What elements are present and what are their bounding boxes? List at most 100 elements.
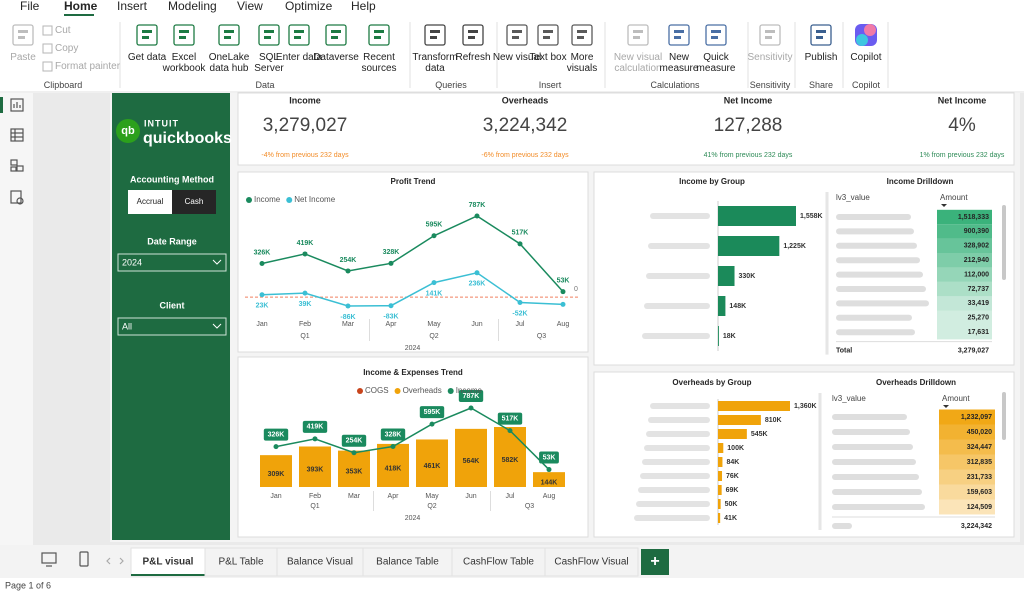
menu-tab[interactable]: Help xyxy=(351,0,376,13)
data-label: 595K xyxy=(424,409,441,416)
data-label: 254K xyxy=(340,257,357,264)
data-point xyxy=(517,299,523,305)
data-point xyxy=(345,303,351,309)
menu-tab[interactable]: File xyxy=(20,0,40,13)
data-point xyxy=(351,450,357,456)
ribbon-button[interactable]: Recent sources xyxy=(361,52,397,74)
ribbon-icon xyxy=(136,24,158,46)
bar xyxy=(718,499,721,509)
ribbon-button[interactable]: More visuals xyxy=(566,52,598,74)
ribbon-button[interactable]: New visual xyxy=(492,52,542,63)
ribbon-button[interactable]: Format painter xyxy=(55,61,121,72)
data-point xyxy=(431,280,437,286)
ribbon-button[interactable]: Refresh xyxy=(455,52,491,63)
ribbon-button[interactable]: Excel workbook xyxy=(162,52,206,74)
data-label: 69K xyxy=(726,487,739,494)
menu-tab[interactable]: Optimize xyxy=(285,0,333,13)
ribbon-button[interactable]: Cut xyxy=(55,25,71,36)
card-delta: 41% from previous 232 days xyxy=(704,152,793,159)
page-tab[interactable] xyxy=(544,547,639,577)
ribbon-group-label: Clipboard xyxy=(43,80,83,90)
ribbon-icon xyxy=(668,24,690,46)
ribbon-icon xyxy=(42,25,53,36)
ribbon-button[interactable]: SQL Server xyxy=(254,52,284,74)
blurred-label xyxy=(836,242,917,249)
bar xyxy=(718,471,723,481)
menu-tab[interactable]: View xyxy=(237,0,263,13)
menu-tab[interactable]: Home xyxy=(64,0,98,13)
page-tab-label: P&L visual xyxy=(143,557,194,568)
ribbon-icon xyxy=(42,61,53,72)
table-cell: 1,518,333 xyxy=(958,214,989,221)
ribbon-button[interactable]: Copy xyxy=(55,43,79,54)
panel xyxy=(237,356,589,538)
ribbon-icon xyxy=(711,36,718,39)
logo-badge-text: qb xyxy=(121,125,135,137)
page-tab[interactable] xyxy=(276,547,364,577)
data-label: 326K xyxy=(254,249,271,256)
slicer-dropdown[interactable] xyxy=(117,253,227,272)
blurred-label xyxy=(832,474,919,480)
table-cell-bg xyxy=(937,310,992,325)
bar xyxy=(718,296,726,316)
data-label: 393K xyxy=(307,467,324,474)
page-tab[interactable] xyxy=(204,547,278,577)
data-label: 328K xyxy=(385,431,402,438)
card-title: Net Income xyxy=(724,95,773,105)
ribbon-button[interactable]: Quick measure xyxy=(696,52,736,74)
slicer-option-label: Cash xyxy=(185,197,204,206)
ribbon-button[interactable]: New visual calculation xyxy=(613,52,663,74)
data-label: 419K xyxy=(307,424,324,431)
data-label: 330K xyxy=(739,273,756,280)
page-tab-label: P&L Table xyxy=(218,557,263,568)
bar xyxy=(494,427,526,487)
ribbon-button[interactable]: New measure xyxy=(659,52,699,74)
data-point xyxy=(390,443,396,449)
chart-title: Income & Expenses Trend xyxy=(363,368,463,377)
blurred-label xyxy=(836,214,911,220)
ribbon-icon xyxy=(42,43,53,54)
ribbon-icon xyxy=(294,36,301,39)
ribbon-button[interactable]: Text box xyxy=(529,52,567,63)
bar xyxy=(533,472,565,487)
slicer-dropdown[interactable] xyxy=(117,317,227,336)
ribbon-icon xyxy=(577,30,587,33)
data-point xyxy=(560,301,566,307)
ribbon-icon xyxy=(759,24,781,46)
ribbon-icon xyxy=(856,34,868,46)
ribbon-icon xyxy=(424,24,446,46)
data-label: 787K xyxy=(463,393,480,400)
slicer-option[interactable] xyxy=(172,190,216,214)
ribbon-button[interactable]: Dataverse xyxy=(313,52,359,63)
menu-tab[interactable]: Insert xyxy=(117,0,148,13)
ribbon-button[interactable]: Paste xyxy=(10,52,36,63)
bar xyxy=(718,457,723,467)
blurred-label xyxy=(836,257,920,264)
ribbon-button[interactable]: Enter data xyxy=(275,52,323,63)
ribbon-icon xyxy=(627,24,649,46)
add-page-button[interactable] xyxy=(641,549,669,575)
slicer-option-label: Accrual xyxy=(137,197,164,206)
card-delta: -4% from previous 232 days xyxy=(261,152,349,159)
data-label: 418K xyxy=(385,465,402,472)
slicer-option[interactable] xyxy=(128,190,172,214)
x-tick-label: Jan xyxy=(256,321,267,328)
ribbon-button[interactable]: Get data xyxy=(127,52,167,63)
ribbon-button[interactable]: Sensitivity xyxy=(747,52,793,63)
ribbon-icon xyxy=(18,36,25,39)
table-cell-bg xyxy=(937,325,992,340)
menu-tab[interactable]: Modeling xyxy=(168,0,217,13)
ribbon-button[interactable]: OneLake data hub xyxy=(208,52,250,74)
blurred-label xyxy=(642,459,710,465)
legend-marker xyxy=(286,197,293,203)
x-tick-label: Jul xyxy=(516,321,525,328)
ribbon-icon xyxy=(288,24,310,46)
ribbon-icon xyxy=(374,36,381,39)
ribbon-icon xyxy=(674,30,684,33)
ribbon-button[interactable]: Transform data xyxy=(412,52,458,74)
ribbon-button[interactable]: Copilot xyxy=(850,52,882,63)
legend-marker xyxy=(357,388,363,394)
page-tab[interactable] xyxy=(130,547,206,577)
ribbon-button[interactable]: Publish xyxy=(804,52,838,63)
data-point xyxy=(388,303,394,309)
